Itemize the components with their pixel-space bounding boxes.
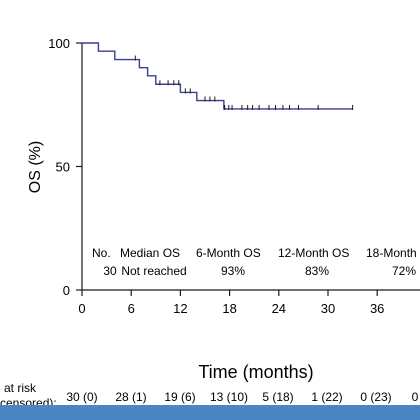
y-tick-label: 50 bbox=[56, 160, 70, 175]
x-tick-label: 36 bbox=[370, 301, 384, 316]
at-risk-value: 0 bbox=[412, 390, 419, 404]
y-tick-label: 100 bbox=[48, 36, 70, 51]
x-tick-label: 0 bbox=[78, 301, 85, 316]
table-header: Median OS bbox=[120, 246, 180, 260]
table-value: 83% bbox=[305, 264, 329, 278]
at-risk-value: 5 (18) bbox=[262, 390, 293, 404]
x-tick-label: 18 bbox=[222, 301, 236, 316]
footer-bar bbox=[0, 405, 420, 420]
table-value: 93% bbox=[221, 264, 245, 278]
at-risk-label: at risk bbox=[4, 381, 37, 395]
x-tick-label: 12 bbox=[173, 301, 187, 316]
summary-table: No. Median OS 6-Month OS 12-Month OS 18-Mont… bbox=[92, 246, 417, 278]
y-tick-label: 0 bbox=[63, 283, 70, 298]
table-header: 18-Month bbox=[366, 246, 417, 260]
table-value: Not reached bbox=[121, 264, 186, 278]
y-axis-label: OS (%) bbox=[27, 141, 44, 193]
at-risk-value: 13 (10) bbox=[210, 390, 248, 404]
at-risk-value: 28 (1) bbox=[115, 390, 146, 404]
table-value: 72% bbox=[392, 264, 416, 278]
at-risk-value: 1 (22) bbox=[311, 390, 342, 404]
at-risk-value: 19 (6) bbox=[164, 390, 195, 404]
x-axis-label: Time (months) bbox=[198, 362, 313, 382]
at-risk-value: 0 (23) bbox=[360, 390, 391, 404]
at-risk-value: 30 (0) bbox=[66, 390, 97, 404]
x-tick-label: 30 bbox=[321, 301, 335, 316]
survival-step-line bbox=[82, 42, 353, 110]
table-value: 30 bbox=[103, 264, 117, 278]
axes: 0612182430364050100Time (months)OS (%) bbox=[27, 36, 420, 382]
x-tick-label: 6 bbox=[128, 301, 135, 316]
survival-curve bbox=[82, 42, 354, 110]
table-header: 12-Month OS bbox=[278, 246, 349, 260]
x-tick-label: 24 bbox=[272, 301, 286, 316]
table-header: No. bbox=[92, 246, 111, 260]
table-header: 6-Month OS bbox=[196, 246, 261, 260]
